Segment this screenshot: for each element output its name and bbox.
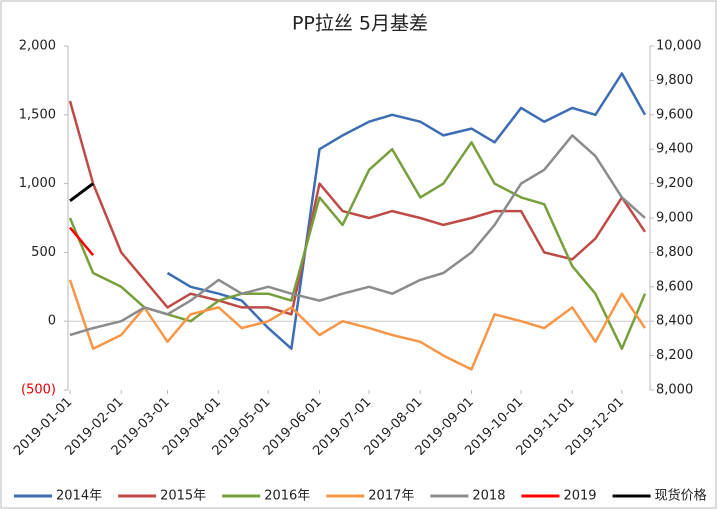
y-tick-label: 2,000 [19,39,56,54]
legend-label: 2016年 [264,489,310,504]
chart-title: PP拉丝 5月基差 [292,13,428,35]
series-line [68,100,647,316]
legend-label: 2017年 [368,489,414,504]
legend-label: 2019 [563,489,596,504]
legend-label: 现货价格 [655,488,707,504]
legend-label: 2015年 [160,489,206,504]
y2-tick-label: 8,000 [656,383,693,398]
y2-tick-label: 8,200 [656,348,693,363]
y-tick-label: 0 [48,314,56,329]
series-line [69,134,646,337]
series-line [68,279,647,371]
y2-tick-label: 9,000 [656,211,693,226]
y2-tick-label: 9,400 [656,142,693,157]
series-line [69,182,94,203]
y-tick-label: 500 [31,245,56,260]
y2-tick-label: 9,200 [656,176,693,191]
y2-tick-label: 9,800 [656,73,693,88]
legend-label: 2014年 [56,489,102,504]
y-tick-label: 1,500 [19,107,56,122]
y2-tick-label: 8,600 [656,279,693,294]
y-tick-label: (500) [21,383,56,398]
y2-tick-label: 9,600 [656,107,693,122]
y2-tick-label: 8,400 [656,314,693,329]
y2-tick-label: 8,800 [656,245,693,260]
series-line [166,72,647,350]
series-line [69,226,95,257]
legend-label: 2018 [472,489,505,504]
y2-tick-label: 10,000 [656,39,702,54]
y-tick-label: 1,000 [19,176,56,191]
